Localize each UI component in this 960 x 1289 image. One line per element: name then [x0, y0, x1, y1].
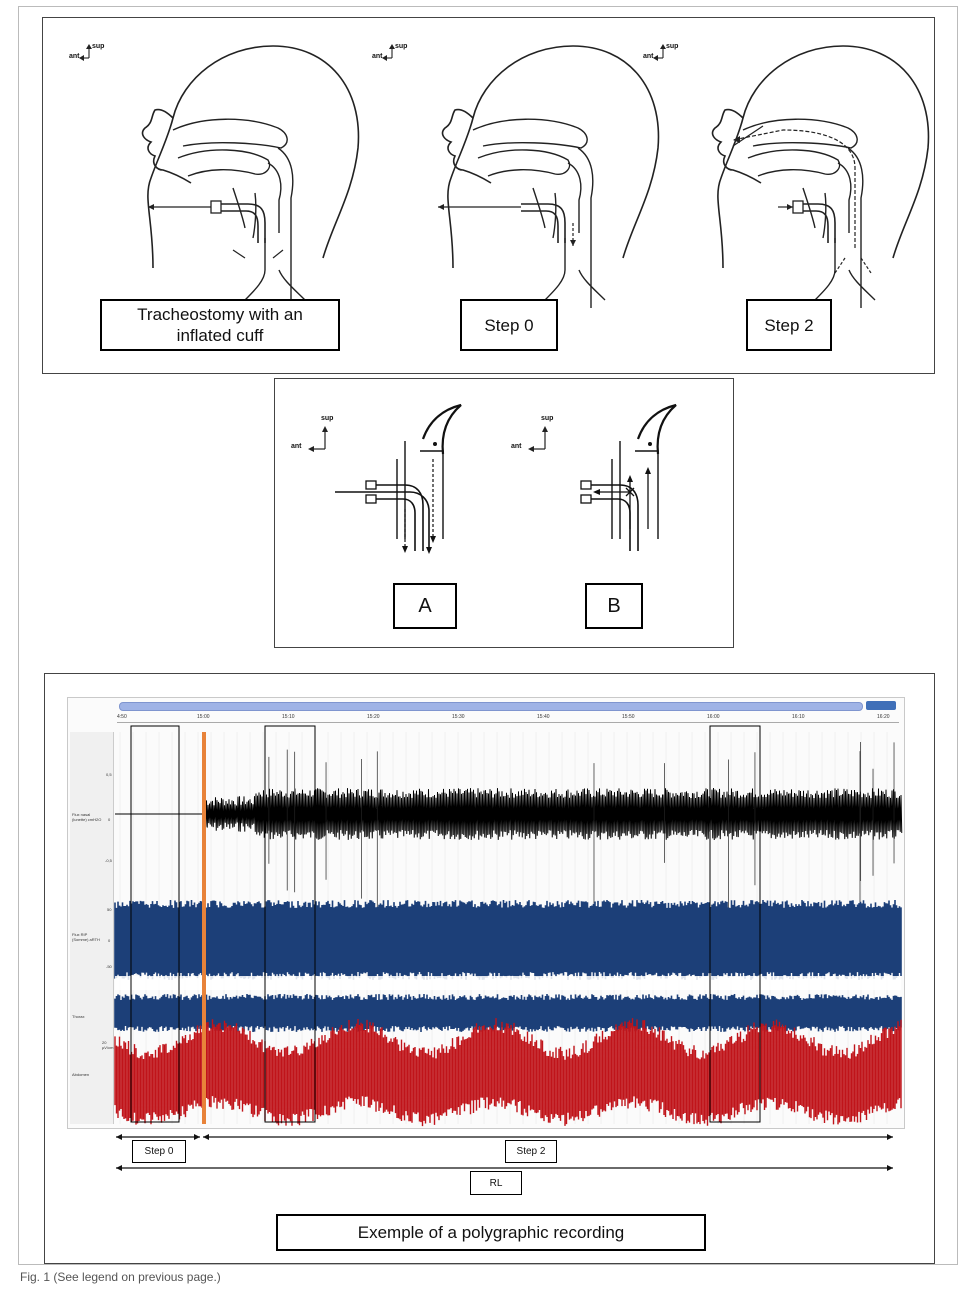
zoom-button[interactable] [866, 701, 896, 710]
time-tick: 4:50 [117, 714, 127, 720]
time-tick: 16:10 [792, 714, 805, 720]
axis-ant-label: ant [372, 53, 383, 60]
time-tick: 15:20 [367, 714, 380, 720]
label-step2-top: Step 2 [746, 299, 832, 351]
scale-tick: -0,5 [105, 858, 112, 863]
label-step0-top: Step 0 [460, 299, 558, 351]
time-tick: 15:30 [452, 714, 465, 720]
signal-traces [114, 725, 903, 1127]
axis-sup-label: sup [395, 43, 408, 50]
channel-label-flux-nasal: Flux nasal (lunette) cmH2O [72, 812, 102, 822]
recording-title: Exemple of a polygraphic recording [276, 1214, 706, 1251]
head-diagrams-svg [79, 44, 930, 309]
scale-tick: 0,5 [106, 772, 112, 777]
axis-glyph-1 [79, 44, 92, 61]
axis-ant-label: ant [291, 443, 302, 450]
label-rl: RL [470, 1171, 522, 1195]
time-tick: 15:50 [622, 714, 635, 720]
scale-tick: 0 [108, 938, 111, 943]
selection-box [709, 725, 761, 1123]
cannula-svg [308, 403, 677, 554]
label-step0-recording: Step 0 [132, 1140, 186, 1163]
label-tracheostomy-line1: Tracheostomy with an [137, 305, 303, 324]
selection-box [264, 725, 316, 1123]
event-marker [202, 732, 206, 1124]
axis-sup-label: sup [666, 43, 679, 50]
scale-tick: 20 µV/cm [102, 1040, 114, 1050]
time-tick: 15:00 [197, 714, 210, 720]
trace-gap [115, 976, 901, 990]
panel-polygraphic-recording: 4:50 15:00 15:10 15:20 15:30 15:40 15:50… [44, 673, 935, 1264]
axis-ant-label: ant [511, 443, 522, 450]
time-tick: 15:40 [537, 714, 550, 720]
panel-cannula-details: sup ant sup ant A B [274, 378, 734, 648]
time-tick: 15:10 [282, 714, 295, 720]
label-b: B [585, 583, 643, 629]
scale-tick: -50 [106, 964, 112, 969]
trace-flux-rip [114, 900, 902, 980]
axis-ant-label: ant [643, 53, 654, 60]
channel-label-abdomen: Abdomen [72, 1072, 90, 1077]
label-tracheostomy-line2: inflated cuff [176, 326, 264, 345]
selection-box [130, 725, 180, 1123]
time-tick: 16:00 [707, 714, 720, 720]
label-tracheostomy: Tracheostomy with an inflated cuff [100, 299, 340, 351]
scale-tick: 50 [107, 907, 112, 912]
step-brackets [116, 1134, 893, 1171]
label-a: A [393, 583, 457, 629]
timeline-scrollbar[interactable] [119, 702, 863, 711]
trace-flux-nasal [115, 788, 903, 840]
axis-sup-label: sup [92, 43, 105, 50]
recording-screenshot: 4:50 15:00 15:10 15:20 15:30 15:40 15:50… [67, 697, 905, 1129]
panel-head-diagrams: sup ant sup ant sup ant Tracheostomy wit… [42, 17, 935, 374]
time-axis: 4:50 15:00 15:10 15:20 15:30 15:40 15:50… [117, 712, 899, 723]
channel-label-column: Flux nasal (lunette) cmH2O Flux RIP (Som… [70, 732, 114, 1124]
channel-label-thorax: Thorax [72, 1014, 85, 1019]
axis-ant-label: ant [69, 53, 80, 60]
label-step2-recording: Step 2 [505, 1140, 557, 1163]
axis-sup-label: sup [541, 415, 554, 422]
time-tick: 16:20 [877, 714, 890, 720]
axis-sup-label: sup [321, 415, 334, 422]
channel-label-flux-rip: Flux RIP (Somme) aRTH [72, 932, 100, 942]
figure-caption: Fig. 1 (See legend on previous page.) [20, 1270, 221, 1284]
scale-tick: 0 [108, 817, 111, 822]
